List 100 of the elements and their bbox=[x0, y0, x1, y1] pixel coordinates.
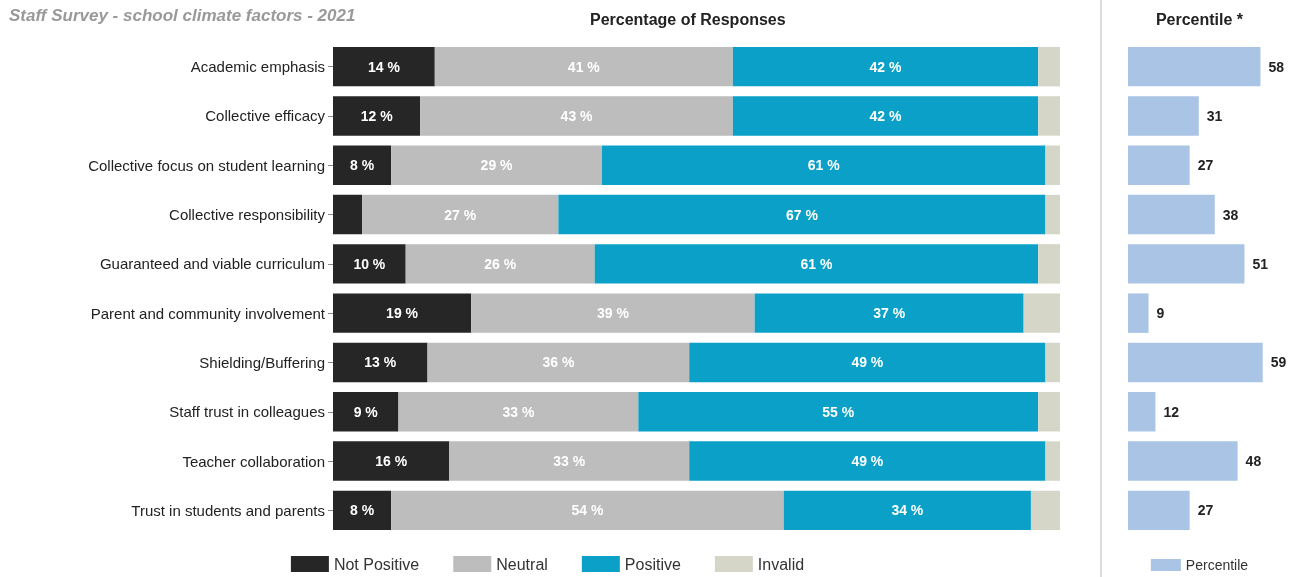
y-tick-label: Collective responsibility bbox=[169, 206, 326, 224]
data-label: 10 % bbox=[353, 255, 386, 272]
data-label: 49 % bbox=[851, 354, 884, 371]
y-tick-label: Teacher collaboration bbox=[182, 452, 325, 470]
bar bbox=[1128, 145, 1190, 185]
y-tick-label: Parent and community involvement bbox=[90, 304, 326, 322]
bar bbox=[405, 244, 595, 284]
y-tick-label: Academic emphasis bbox=[190, 58, 325, 76]
data-label: 54 % bbox=[571, 502, 604, 519]
legend-label: Percentile bbox=[1185, 557, 1249, 573]
bar bbox=[601, 145, 1046, 185]
bar bbox=[1038, 96, 1060, 136]
bar bbox=[1128, 441, 1238, 481]
data-label: 42 % bbox=[869, 107, 903, 124]
data-label: 38 bbox=[1222, 206, 1239, 223]
data-label: 14 % bbox=[367, 58, 401, 75]
bar bbox=[333, 392, 399, 432]
bar bbox=[1128, 96, 1199, 136]
data-label: 9 % bbox=[353, 403, 379, 420]
bar bbox=[391, 490, 784, 531]
bar bbox=[594, 244, 1039, 284]
bar bbox=[333, 46, 435, 87]
bar bbox=[398, 392, 639, 432]
data-label: 12 % bbox=[360, 107, 394, 124]
chart-title: Percentage of Responses bbox=[590, 10, 786, 28]
bar bbox=[638, 392, 1039, 432]
data-label: 41 % bbox=[567, 58, 601, 75]
bar bbox=[1045, 342, 1060, 383]
bar bbox=[1128, 194, 1215, 235]
legend-label: Not Positive bbox=[333, 555, 420, 573]
bar bbox=[333, 194, 363, 235]
data-label: 26 % bbox=[484, 255, 517, 272]
bar bbox=[1030, 490, 1060, 531]
bar bbox=[754, 293, 1024, 333]
bar bbox=[558, 194, 1046, 235]
bar bbox=[333, 96, 421, 136]
data-label: 33 % bbox=[553, 453, 586, 470]
bar bbox=[471, 293, 755, 333]
data-label: 27 bbox=[1197, 502, 1214, 519]
bar bbox=[1038, 244, 1060, 284]
data-label: 27 % bbox=[444, 206, 477, 223]
bar bbox=[449, 441, 690, 481]
data-label: 59 bbox=[1270, 354, 1287, 371]
data-label: 9 bbox=[1156, 305, 1165, 322]
bar bbox=[1128, 46, 1261, 87]
bar bbox=[391, 145, 602, 185]
bar bbox=[362, 194, 559, 235]
bar bbox=[333, 441, 450, 481]
bar bbox=[783, 490, 1031, 531]
data-label: 13 % bbox=[364, 354, 397, 371]
legend-label: Positive bbox=[624, 555, 681, 573]
bar bbox=[1128, 392, 1156, 432]
bar bbox=[1128, 490, 1190, 531]
data-label: 33 % bbox=[502, 403, 535, 420]
data-label: 27 bbox=[1197, 157, 1214, 174]
bar bbox=[689, 342, 1046, 383]
data-label: 43 % bbox=[560, 107, 594, 124]
bar bbox=[333, 244, 406, 284]
data-label: 34 % bbox=[891, 502, 924, 519]
y-tick-label: Collective efficacy bbox=[205, 107, 326, 125]
data-label: 29 % bbox=[480, 157, 514, 174]
data-label: 31 bbox=[1206, 107, 1223, 124]
bar bbox=[1128, 244, 1245, 284]
bar bbox=[1128, 342, 1263, 383]
data-label: 55 % bbox=[822, 403, 855, 420]
bar bbox=[1023, 293, 1060, 333]
bar bbox=[333, 293, 472, 333]
text: Staff Survey - school climate factors - 2021 bbox=[9, 6, 356, 25]
y-tick-label: Staff trust in colleagues bbox=[169, 403, 325, 421]
y-tick-label: Trust in students and parents bbox=[131, 501, 325, 519]
bar bbox=[732, 46, 1039, 87]
legend-label: Neutral bbox=[496, 555, 548, 573]
bar bbox=[1128, 293, 1149, 333]
bar bbox=[1045, 441, 1060, 481]
data-label: 8 % bbox=[350, 502, 375, 519]
legend-label: Invalid bbox=[757, 555, 805, 573]
data-label: 42 % bbox=[869, 58, 903, 75]
y-tick-label: Shielding/Buffering bbox=[199, 353, 325, 371]
data-label: 16 % bbox=[375, 453, 408, 470]
data-label: 61 % bbox=[800, 255, 833, 272]
data-label: 36 % bbox=[542, 354, 575, 371]
data-label: 48 bbox=[1245, 453, 1262, 470]
data-label: 39 % bbox=[596, 305, 630, 322]
bar bbox=[1045, 194, 1060, 235]
y-tick-label: Guaranteed and viable curriculum bbox=[99, 255, 325, 273]
data-label: 8 % bbox=[350, 157, 375, 174]
bar bbox=[732, 96, 1039, 136]
data-label: 49 % bbox=[851, 453, 884, 470]
bar bbox=[333, 145, 392, 185]
data-label: 37 % bbox=[873, 305, 906, 322]
bar bbox=[333, 490, 392, 531]
data-label: 12 bbox=[1163, 403, 1180, 420]
bar bbox=[1038, 392, 1060, 432]
chart-title: Percentile * bbox=[1155, 10, 1244, 28]
bar bbox=[427, 342, 690, 383]
data-label: 61 % bbox=[807, 157, 841, 174]
bar bbox=[434, 46, 733, 87]
data-label: 19 % bbox=[386, 305, 419, 322]
data-label: 58 bbox=[1268, 58, 1285, 75]
bar bbox=[1045, 145, 1060, 185]
